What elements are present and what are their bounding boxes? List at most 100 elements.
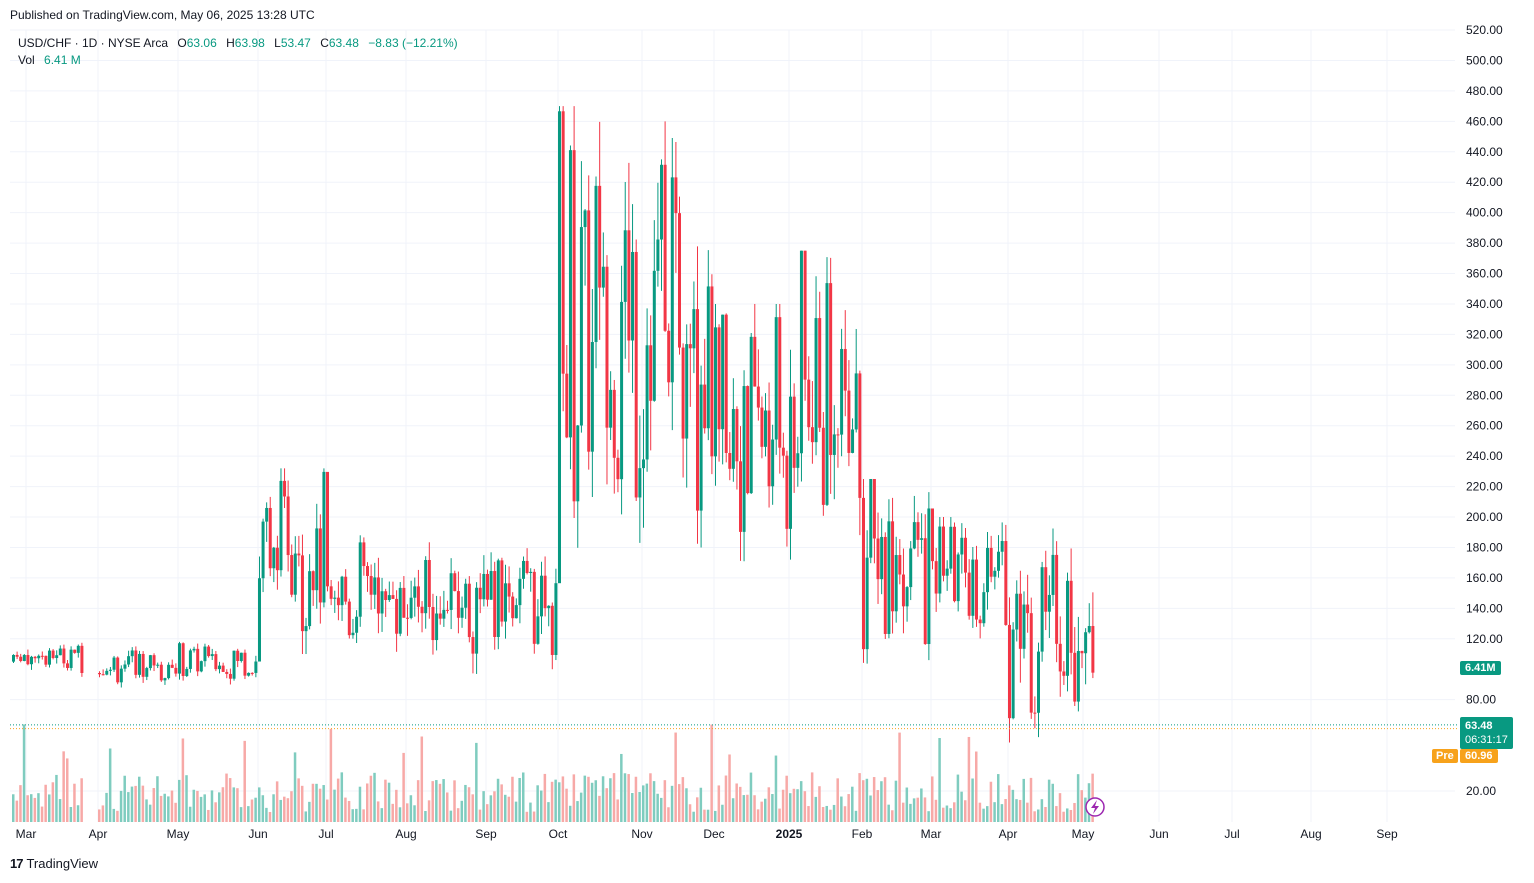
volume-bar [620, 753, 623, 822]
volume-bar [507, 796, 511, 822]
volume-bar [138, 776, 141, 822]
candle-body [478, 587, 482, 600]
candle-body [785, 455, 789, 529]
candle-body [579, 227, 583, 426]
candle-body [145, 668, 149, 677]
candle-body [1087, 626, 1091, 633]
candle-body [141, 653, 145, 677]
candle-body [587, 210, 591, 452]
candle-body [912, 522, 916, 549]
candle-body [290, 555, 294, 595]
candle-body [670, 177, 674, 383]
candle-body [739, 461, 742, 532]
volume-bar [431, 781, 434, 822]
candle-body [953, 526, 956, 602]
volume-bar [670, 785, 674, 822]
volume-bar [344, 797, 347, 822]
volume-bar [464, 784, 467, 822]
volume-bar [351, 809, 354, 822]
candle-body [460, 607, 464, 618]
volume-bar [887, 804, 890, 822]
volume-bar [731, 798, 735, 822]
volume-bar [749, 772, 753, 822]
x-tick-label: Feb [852, 827, 873, 841]
candle-body [80, 645, 84, 673]
candle-body [601, 266, 605, 288]
volume-bar [796, 789, 799, 822]
y-tick-label: 420.00 [1466, 175, 1503, 189]
volume-bar [986, 806, 989, 822]
lightning-icon[interactable] [1085, 797, 1105, 817]
candle-body [543, 575, 547, 609]
change-value: −8.83 (−12.21%) [368, 36, 458, 50]
candle-body [909, 548, 913, 588]
close-value: 63.48 [328, 36, 359, 50]
candle-body [1073, 652, 1077, 702]
candle-body [721, 314, 725, 430]
volume-bar [1073, 802, 1076, 822]
candle-body [803, 250, 807, 380]
candle-body [384, 591, 388, 600]
symbol-name[interactable]: USD/CHF · 1D · NYSE Arca [18, 36, 169, 50]
footer-brand[interactable]: 17 TradingView [10, 856, 98, 871]
volume-bar [475, 742, 478, 822]
volume-bar [1029, 777, 1033, 822]
candle-body [1069, 580, 1073, 653]
volume-bar [583, 775, 587, 822]
volume-bar [909, 803, 912, 822]
candle-body [1076, 650, 1080, 702]
volume-bar [391, 803, 394, 822]
candle-body [496, 560, 500, 637]
volume-bar [456, 808, 460, 822]
volume-bar [540, 790, 543, 822]
candle-body [247, 672, 251, 676]
candle-body [598, 185, 602, 288]
volume-bar [880, 781, 883, 822]
candle-body [221, 665, 225, 672]
candle-body [529, 571, 533, 573]
y-tick-label: 460.00 [1466, 114, 1503, 128]
volume-bar [931, 776, 934, 822]
volume-bar [587, 776, 590, 822]
price-tag-value: 63.48 [1465, 720, 1493, 732]
candle-body [880, 536, 884, 580]
candle-body [174, 667, 178, 674]
candle-body [391, 595, 395, 599]
candle-body [279, 480, 283, 571]
candle-body [311, 571, 315, 591]
candle-body [413, 586, 417, 598]
volume-bar [756, 809, 760, 822]
candle-body [123, 664, 127, 669]
volume-bar [642, 785, 645, 822]
volume-bar [832, 804, 836, 822]
candle-body [634, 251, 638, 498]
volume-bar [315, 783, 318, 822]
volume-bar [333, 789, 336, 822]
candle-body [1051, 554, 1055, 595]
volume-bar [225, 773, 228, 822]
candle-body [380, 591, 384, 614]
volume-bar [101, 805, 105, 822]
candle-body [843, 348, 847, 391]
candle-body [891, 521, 895, 612]
candle-body [1058, 643, 1062, 672]
volume-bar [568, 805, 572, 822]
volume-bar [340, 772, 344, 822]
volume-bar [898, 732, 901, 822]
volume-bar [938, 738, 941, 822]
candle-body [609, 389, 613, 428]
candle-body [696, 309, 699, 511]
volume-bar [807, 806, 810, 822]
x-tick-label: Sep [1376, 827, 1398, 841]
candle-body [699, 384, 703, 511]
candle-body [1015, 593, 1019, 630]
volume-bar [496, 778, 500, 822]
symbol-legend: USD/CHF · 1D · NYSE Arca O63.06 H63.98 L… [18, 35, 458, 69]
candle-body [387, 595, 391, 600]
volume-bar [960, 791, 963, 822]
volume-bar [471, 794, 474, 822]
candle-body [159, 664, 163, 681]
candle-body [438, 613, 442, 619]
volume-bar [1047, 779, 1051, 822]
